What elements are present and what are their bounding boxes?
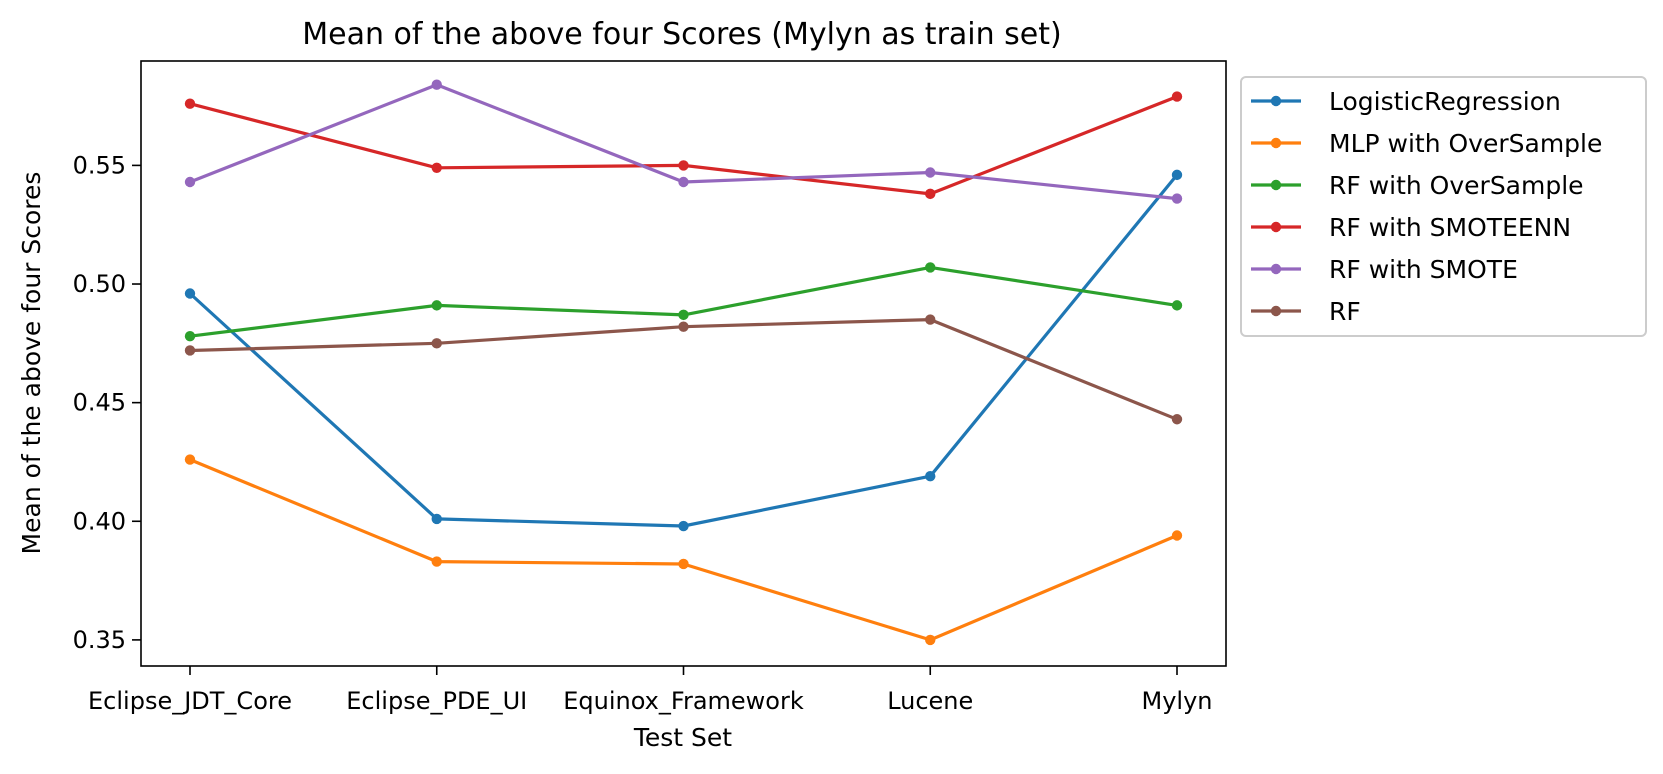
data-point: [184, 288, 196, 299]
plot-area: [184, 79, 1183, 646]
legend: LogisticRegression MLP with OverSample RF …: [1240, 76, 1647, 337]
legend-item: RF: [1251, 297, 1361, 326]
legend-item: LogisticRegression: [1251, 87, 1561, 116]
series-4: [184, 79, 1183, 204]
data-point: [431, 162, 442, 173]
legend-swatch-marker: [1270, 263, 1282, 275]
legend-swatch-marker: [1270, 221, 1282, 233]
data-point: [678, 160, 689, 171]
data-point: [1171, 91, 1183, 102]
data-point: [678, 520, 689, 532]
legend-label: MLP with OverSample: [1329, 129, 1602, 158]
data-point: [678, 558, 689, 570]
legend-label: RF with OverSample: [1329, 171, 1584, 200]
axes: Eclipse_JDT_Core Eclipse_PDE_UI Equinox_Fr…: [73, 60, 1227, 715]
data-point: [925, 167, 936, 178]
y-tick-label: 0.55: [73, 151, 126, 179]
legend-label: RF: [1329, 297, 1361, 326]
legend-item: RF with OverSample: [1251, 171, 1584, 200]
data-point: [1171, 193, 1183, 204]
legend-swatch-marker: [1270, 137, 1282, 149]
data-point: [431, 300, 442, 311]
data-point: [678, 176, 689, 188]
legend-label: LogisticRegression: [1329, 87, 1561, 116]
data-point: [925, 634, 936, 646]
series-1: [184, 454, 1183, 646]
legend-swatch-marker: [1270, 305, 1282, 317]
plot-frame: [140, 60, 1227, 667]
data-point: [431, 338, 442, 349]
y-tick-label: 0.35: [73, 626, 126, 654]
data-point: [925, 314, 936, 325]
data-point: [925, 188, 936, 200]
legend-box: [1240, 76, 1647, 337]
data-point: [431, 513, 442, 525]
data-point: [678, 321, 689, 332]
data-point: [1171, 530, 1183, 541]
y-tick-label: 0.50: [73, 270, 126, 298]
series-line: [188, 318, 1179, 421]
y-tick-label: 0.40: [73, 507, 126, 535]
legend-label: RF with SMOTEENN: [1329, 213, 1571, 242]
legend-swatch-marker: [1270, 179, 1282, 191]
x-tick-label: Lucene: [887, 687, 973, 715]
data-point: [1171, 300, 1183, 311]
data-point: [925, 470, 936, 482]
legend-item: RF with SMOTE: [1251, 255, 1518, 284]
legend-item: RF with SMOTEENN: [1251, 213, 1571, 242]
series-2: [184, 262, 1183, 342]
data-point: [1171, 169, 1183, 181]
data-point: [184, 176, 196, 188]
data-point: [184, 454, 196, 465]
data-point: [184, 331, 196, 342]
data-point: [678, 309, 689, 321]
data-point: [925, 262, 936, 273]
data-point: [431, 79, 442, 90]
x-axis-label: Test Set: [633, 723, 732, 752]
x-tick-label: Eclipse_PDE_UI: [346, 687, 527, 715]
legend-label: RF with SMOTE: [1329, 255, 1518, 284]
series-3: [184, 91, 1183, 200]
x-tick-label: Eclipse_JDT_Core: [88, 687, 292, 715]
data-point: [184, 345, 196, 356]
series-line: [188, 173, 1179, 528]
data-point: [184, 98, 196, 109]
data-point: [431, 556, 442, 567]
legend-item: MLP with OverSample: [1251, 129, 1602, 158]
x-tick-label: Mylyn: [1142, 687, 1213, 715]
series-0: [184, 169, 1183, 532]
series-5: [184, 314, 1183, 425]
x-tick-label: Equinox_Framework: [563, 687, 804, 715]
series-line: [188, 458, 1179, 642]
y-axis-label: Mean of the above four Scores: [17, 172, 46, 555]
data-point: [1171, 414, 1183, 425]
legend-swatch-marker: [1270, 95, 1282, 107]
chart-title: Mean of the above four Scores (Mylyn as …: [302, 17, 1061, 52]
y-tick-label: 0.45: [73, 389, 126, 417]
